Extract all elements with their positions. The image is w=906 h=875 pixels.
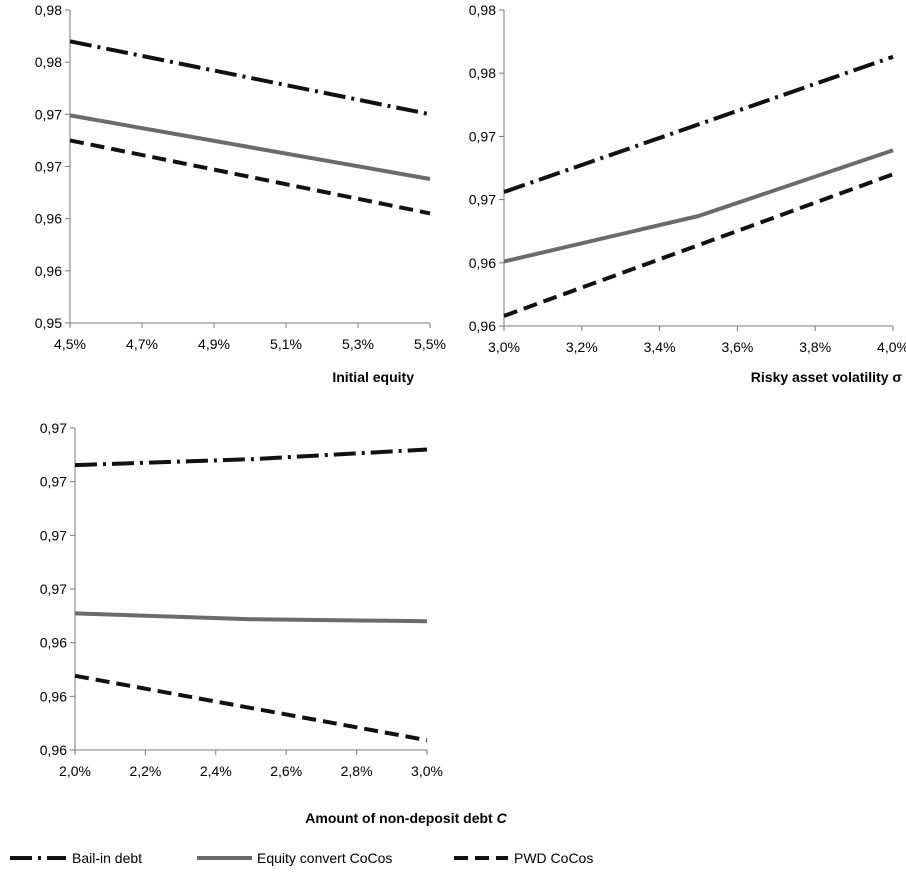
legend-label-equity-convert-cocos: Equity convert CoCos (257, 850, 392, 866)
series-line-pwd-cocos (69, 138, 431, 216)
legend-label-pwd-cocos: PWD CoCos (514, 850, 593, 866)
x-tick-label: 3,4% (644, 339, 676, 355)
x-tick-label: 2,2% (129, 763, 161, 779)
series-line-equity-convert-cocos (503, 148, 894, 264)
legend-item-bail-in-debt: Bail-in debt (10, 850, 142, 866)
x-tick-label: 5,3% (342, 336, 374, 352)
y-tick-label: 0,96 (40, 742, 67, 758)
series-line-bail-in-debt (69, 39, 431, 117)
x-tick-label: 2,0% (59, 763, 91, 779)
y-tick-label: 0,96 (40, 635, 67, 651)
y-tick-label: 0,96 (469, 255, 496, 271)
y-tick-label: 0,97 (469, 128, 496, 144)
x-tick-label: 3,0% (411, 763, 443, 779)
x-tick-label: 3,6% (721, 339, 753, 355)
y-tick-label: 0,97 (40, 420, 67, 436)
x-tick-label: 3,8% (799, 339, 831, 355)
y-tick-label: 0,97 (40, 474, 67, 490)
y-tick-label: 0,96 (469, 318, 496, 334)
x-tick-label: 2,8% (341, 763, 373, 779)
y-tick-label: 0,98 (469, 2, 496, 18)
y-tick-label: 0,97 (40, 527, 67, 543)
series-line-equity-convert-cocos (74, 611, 428, 624)
x-axis-title-text: Amount of non-deposit debt (305, 810, 493, 826)
series-line-bail-in-debt (503, 54, 894, 194)
y-tick-label: 0,97 (35, 106, 62, 122)
x-tick-label: 2,6% (270, 763, 302, 779)
x-tick-label: 3,0% (488, 339, 520, 355)
x-tick-label: 4,7% (126, 336, 158, 352)
y-tick-label: 0,97 (469, 192, 496, 208)
y-tick-label: 0,96 (40, 688, 67, 704)
legend: Bail-in debt Equity convert CoCos PWD Co… (10, 850, 593, 866)
x-axis-title-variable: C (497, 810, 508, 826)
legend-item-pwd-cocos: PWD CoCos (454, 850, 593, 866)
y-tick-label: 0,96 (35, 263, 62, 279)
series-line-bail-in-debt (74, 447, 428, 468)
y-tick-label: 0,97 (40, 581, 67, 597)
x-axis-title-non-deposit-debt: Amount of non-deposit debt C (305, 810, 507, 826)
chart-panel-risky-asset-volatility: 0,98 0,98 0,97 0,97 0,96 0,96 3,0% 3,2% 3,4% 3,6%… (469, 2, 906, 355)
y-tick-label: 0,96 (35, 211, 62, 227)
chart-panel-initial-equity: 0,98 0,98 0,97 0,97 0,96 0,96 0,95 4,5% 4,7% 4,9%… (35, 2, 446, 352)
legend-item-equity-convert-cocos: Equity convert CoCos (197, 850, 392, 866)
y-tick-label: 0,98 (469, 65, 496, 81)
x-tick-label: 5,5% (414, 336, 446, 352)
y-tick-label: 0,98 (35, 2, 62, 18)
y-tick-label: 0,97 (35, 159, 62, 175)
y-tick-label: 0,98 (35, 54, 62, 70)
x-axis-title-risky-asset-volatility: Risky asset volatility σ (751, 369, 903, 385)
x-tick-label: 4,9% (198, 336, 230, 352)
y-tick-label: 0,95 (35, 315, 62, 331)
legend-label-bail-in-debt: Bail-in debt (72, 850, 142, 866)
series-line-pwd-cocos (74, 673, 428, 743)
x-tick-label: 4,0% (877, 339, 906, 355)
series-line-equity-convert-cocos (69, 113, 431, 181)
x-axis-title-initial-equity: Initial equity (332, 369, 414, 385)
chart-panels: 0,98 0,98 0,97 0,97 0,96 0,96 0,95 4,5% 4,7% 4,9%… (35, 2, 906, 779)
chart-panel-non-deposit-debt: 0,97 0,97 0,97 0,97 0,96 0,96 0,96 2,0% 2,2% 2,4%… (40, 420, 443, 779)
x-tick-label: 2,4% (200, 763, 232, 779)
x-tick-label: 3,2% (566, 339, 598, 355)
x-tick-label: 5,1% (270, 336, 302, 352)
x-tick-label: 4,5% (54, 336, 86, 352)
series-line-pwd-cocos (503, 172, 894, 318)
